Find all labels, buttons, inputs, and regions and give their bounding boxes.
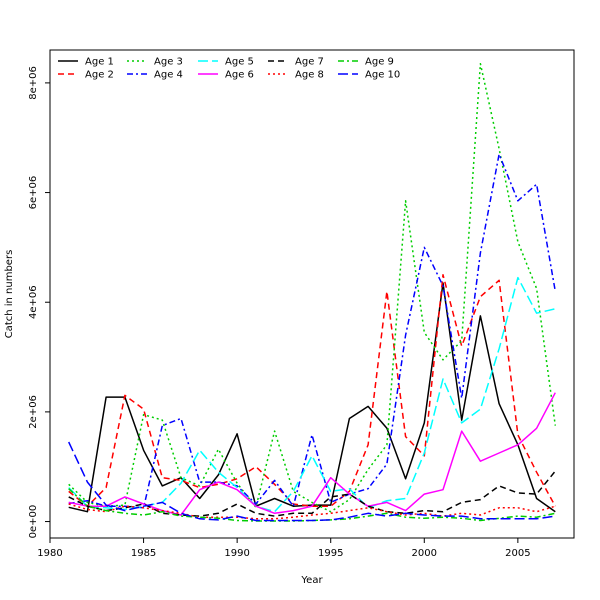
plot-frame — [49, 49, 575, 539]
x-axis-title: Year — [300, 575, 323, 586]
x-axis: 1980 1985 1990 1995 2000 2005 — [37, 537, 531, 559]
x-tick-label: 1990 — [224, 548, 249, 559]
y-tick-label: 2e+06 — [28, 395, 39, 429]
y-tick-label: 0e+00 — [28, 505, 39, 539]
x-tick-label: 1985 — [131, 548, 156, 559]
legend: Age 1 Age 2 Age 3 Age 4 Age 5 Age 6 Age 7 Age 8… — [58, 57, 400, 81]
x-tick-label: 2005 — [505, 548, 530, 559]
series-line-age-7 — [68, 470, 556, 517]
series-line-age-9 — [68, 488, 556, 522]
legend-label: Age 3 — [154, 57, 183, 68]
legend-label: Age 10 — [365, 70, 400, 81]
y-axis: 0e+00 2e+06 4e+06 6e+06 8e+06 — [28, 66, 51, 539]
series-line-age-1 — [68, 282, 556, 513]
series-layer — [68, 62, 557, 522]
y-tick-label: 8e+06 — [28, 66, 39, 100]
x-tick-label: 1980 — [37, 548, 62, 559]
legend-label: Age 4 — [154, 70, 183, 81]
y-tick-label: 4e+06 — [28, 285, 39, 319]
legend-label: Age 1 — [85, 57, 114, 68]
series-line-age-4 — [68, 153, 557, 509]
series-line-age-5 — [68, 276, 556, 513]
series-line-age-3 — [68, 62, 557, 513]
legend-label: Age 6 — [225, 70, 254, 81]
legend-label: Age 8 — [295, 70, 324, 81]
legend-label: Age 2 — [85, 70, 114, 81]
series-line-age-10 — [68, 441, 556, 522]
series-line-age-2 — [68, 274, 556, 507]
legend-label: Age 9 — [365, 57, 394, 68]
y-tick-label: 6e+06 — [28, 176, 39, 210]
x-tick-label: 1995 — [318, 548, 343, 559]
legend-label: Age 7 — [295, 57, 324, 68]
x-tick-label: 2000 — [412, 548, 437, 559]
series-line-age-6 — [68, 392, 556, 516]
y-axis-title: Catch in numbers — [4, 250, 15, 339]
series-line-age-8 — [68, 503, 556, 520]
legend-label: Age 5 — [225, 57, 254, 68]
